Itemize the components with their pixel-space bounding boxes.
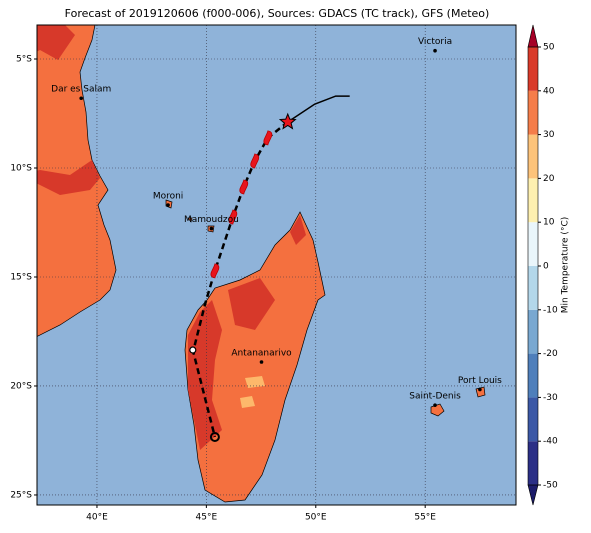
colorbar-tick-label: -50 [543,481,558,491]
storm-symbol [210,263,220,279]
city-label: Moroni [153,192,184,202]
city-label: Port Louis [458,376,502,386]
city-dot [433,48,437,53]
colorbar-band [528,134,538,179]
observed-track [287,95,350,123]
x-tick-label: 45°E [196,513,218,523]
madagascar-hot [188,215,306,450]
city-dot [478,387,482,392]
landfall [189,346,197,354]
colorbar-label: Min Temperature (°C) [561,217,571,314]
colorbar-band [528,266,538,310]
city-label: Victoria [418,37,452,47]
x-tick-label: 55°E [414,513,436,523]
colorbar-over [527,24,539,48]
colorbar-band [528,309,538,354]
colorbar-band [528,222,538,266]
colorbar-tick-label: -30 [543,393,558,403]
chart-title: Forecast of 2019120606 (f000-006), Sourc… [65,7,490,20]
colorbar-band [528,90,538,135]
track-end [209,431,220,442]
colorbar-band [528,47,538,91]
city-dot [79,96,84,101]
colorbar-tick-label: 40 [543,86,555,96]
storm-symbol [263,130,273,146]
city-label: Dar es Salam [51,85,111,95]
storm-symbol [228,209,238,225]
storm-position [278,112,297,130]
colorbar-tick-label: -20 [543,349,558,359]
reunion [430,403,445,417]
colorbar-tick-label: 0 [543,262,549,272]
y-tick-label: 10°S [10,163,32,173]
colorbar-tick-label: -40 [543,437,558,447]
y-tick-label: 25°S [10,490,32,500]
city-dot [166,203,170,207]
x-tick-label: 50°E [305,513,327,523]
city-dot [259,360,264,364]
colorbar-under [527,484,539,506]
colorbar-tick-label: 10 [543,218,555,228]
y-tick-label: 15°S [10,272,32,282]
comoros [165,199,215,233]
city-label: Mamoudzou [184,215,239,225]
y-tick-label: 20°S [10,381,32,391]
city-label: Saint-Denis [409,392,461,402]
colorbar-band [528,353,538,398]
colorbar-band [528,178,538,223]
x-tick-label: 40°E [86,513,108,523]
colorbar-band [528,441,538,485]
city-label: Antananarivo [231,349,292,359]
city-dot [433,403,437,407]
colorbar-tick-label: 30 [543,130,555,140]
y-tick-label: 5°S [16,55,32,65]
colorbar-band [528,397,538,442]
colorbar-tick-label: -10 [543,305,558,315]
madagascar-warm [240,376,265,408]
map-frame [36,24,517,506]
forecast-track [191,121,289,438]
africa-hot [37,25,100,195]
storm-symbol [239,179,249,195]
land [37,25,486,503]
colorbar-tick-label: 50 [543,43,555,53]
storm-symbol [250,153,260,169]
city-dot [209,226,214,231]
colorbar-tick-label: 20 [543,174,555,184]
